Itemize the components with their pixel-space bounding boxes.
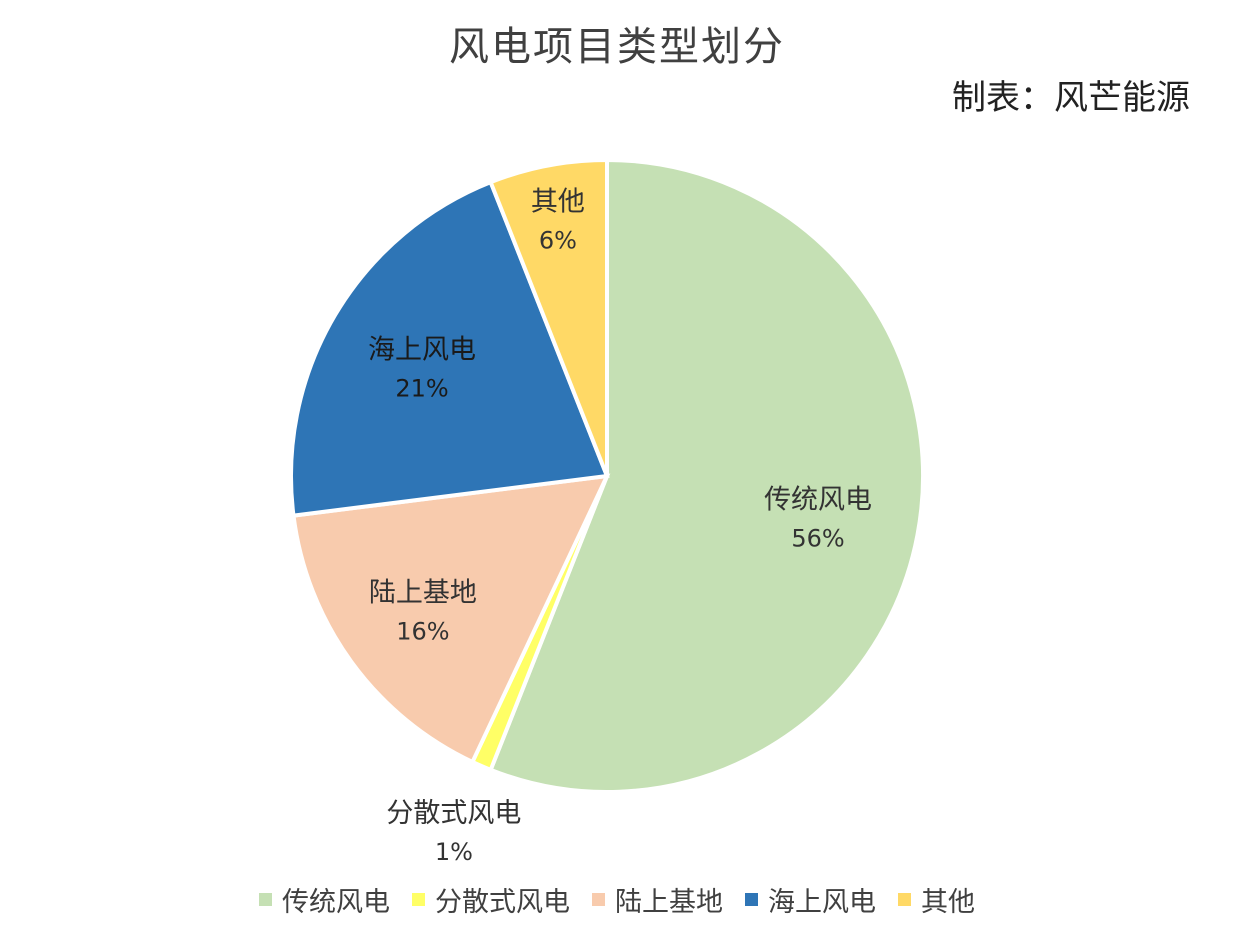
legend-swatch-1 — [259, 893, 272, 906]
legend-label-3: 陆上基地 — [615, 887, 723, 918]
legend-item-4: 海上风电 — [745, 880, 876, 919]
pie-slice-4 — [289, 179, 610, 518]
data-label-percent-3: 16% — [396, 618, 449, 646]
legend-item-3: 陆上基地 — [592, 880, 723, 919]
data-label-name-1: 传统风电 — [764, 484, 872, 515]
data-label-percent-2: 1% — [435, 838, 473, 866]
legend-item-1: 传统风电 — [259, 880, 390, 919]
pie-slice-1 — [488, 157, 925, 794]
source-note: 制表：风芒能源 — [952, 78, 1190, 118]
legend-item-2: 分散式风电 — [412, 880, 570, 919]
chart-legend: 传统风电 分散式风电 陆上基地 海上风电 其他 — [0, 880, 1234, 919]
legend-swatch-4 — [745, 893, 758, 906]
legend-label-5: 其他 — [921, 887, 975, 918]
data-label-percent-5: 6% — [539, 226, 577, 254]
data-label-name-5: 其他 — [531, 186, 585, 217]
data-label-percent-4: 21% — [395, 375, 448, 403]
legend-label-4: 海上风电 — [768, 887, 876, 918]
legend-label-2: 分散式风电 — [435, 887, 570, 918]
data-label-name-4: 海上风电 — [368, 335, 476, 366]
legend-item-5: 其他 — [898, 880, 975, 919]
data-label-name-3: 陆上基地 — [369, 578, 477, 609]
legend-swatch-3 — [592, 893, 605, 906]
data-label-name-2: 分散式风电 — [386, 798, 521, 829]
data-label-percent-1: 56% — [791, 524, 844, 552]
pie-slices — [289, 157, 925, 794]
legend-swatch-5 — [898, 893, 911, 906]
pie-data-labels: 传统风电 56% 分散式风电 1% 陆上基地 16% 海上风电 21% 其他 6% — [368, 186, 872, 865]
legend-label-1: 传统风电 — [282, 887, 390, 918]
pie-slice-5 — [488, 157, 609, 477]
chart-title: 风电项目类型划分 — [449, 24, 785, 70]
legend-swatch-2 — [412, 893, 425, 906]
pie-slice-3 — [291, 473, 611, 765]
